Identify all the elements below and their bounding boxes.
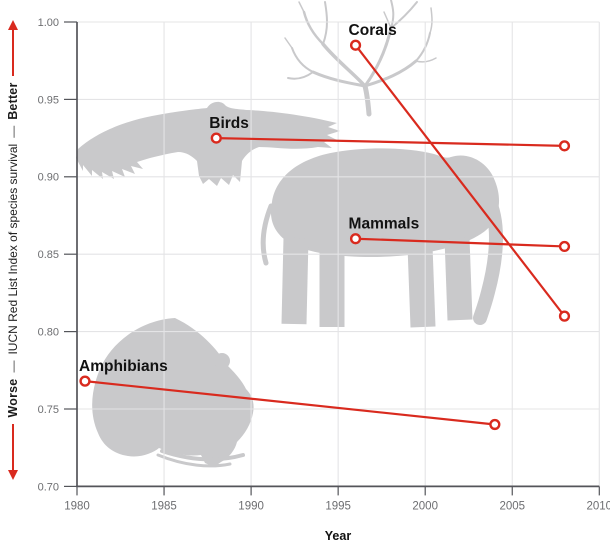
series-amphibians: Amphibians xyxy=(79,358,501,431)
y-tick-label: 0.70 xyxy=(38,481,59,493)
x-tick-label: 2010 xyxy=(587,500,610,512)
series-label: Corals xyxy=(349,22,397,39)
series-label: Mammals xyxy=(349,216,420,233)
data-point xyxy=(349,233,362,245)
bird-silhouette xyxy=(76,101,340,186)
data-point xyxy=(79,375,91,387)
series-mammals: Mammals xyxy=(349,216,571,253)
y-tick-label: 0.90 xyxy=(38,172,59,184)
separator-dash: — xyxy=(6,125,20,138)
x-tick-label: 1985 xyxy=(151,500,177,512)
x-tick-label: 1980 xyxy=(64,500,90,512)
x-tick-label: 1990 xyxy=(238,500,264,512)
x-axis-title: Year xyxy=(325,529,352,543)
series-birds: Birds xyxy=(209,115,571,152)
x-tick-label: 2000 xyxy=(412,500,438,512)
series-label: Birds xyxy=(209,115,249,132)
y-tick-label: 0.95 xyxy=(38,94,59,106)
y-axis-title: IUCN Red List Index of species survival xyxy=(6,143,20,355)
data-point xyxy=(210,132,222,144)
series-line xyxy=(216,137,565,147)
better-arrow-icon xyxy=(8,20,18,77)
x-tick-label: 1995 xyxy=(325,500,351,512)
coral-silhouette xyxy=(284,0,437,117)
y-tick-label: 0.80 xyxy=(38,327,59,339)
y-tick-label: 0.75 xyxy=(38,404,59,416)
y-tick-label: 1.00 xyxy=(38,17,59,29)
data-point xyxy=(558,310,571,322)
series-line xyxy=(355,237,565,248)
data-point xyxy=(558,140,571,152)
x-tick-label: 2005 xyxy=(499,500,525,512)
series-line xyxy=(354,44,566,317)
worse-arrow-icon xyxy=(8,423,18,480)
y-axis-title-column: Worse — IUCN Red List Index of species s… xyxy=(0,0,26,500)
series-line xyxy=(84,380,495,426)
better-label: Better xyxy=(6,82,20,120)
data-point xyxy=(558,240,571,253)
series-label: Amphibians xyxy=(79,358,168,375)
separator-dash: — xyxy=(6,360,20,373)
data-point xyxy=(489,418,501,431)
axis-tick-labels: 1.00 0.95 0.90 0.85 0.80 0.75 0.70 1980 1985 1990… xyxy=(38,17,610,513)
series-corals: Corals xyxy=(349,22,571,322)
silhouettes xyxy=(76,0,503,468)
frog-silhouette xyxy=(92,318,254,468)
data-series: Corals Birds Mammals Amphibians xyxy=(79,22,571,431)
y-tick-label: 0.85 xyxy=(38,249,59,261)
elephant-silhouette xyxy=(260,148,503,328)
data-point xyxy=(349,39,362,51)
worse-label: Worse xyxy=(6,378,20,418)
